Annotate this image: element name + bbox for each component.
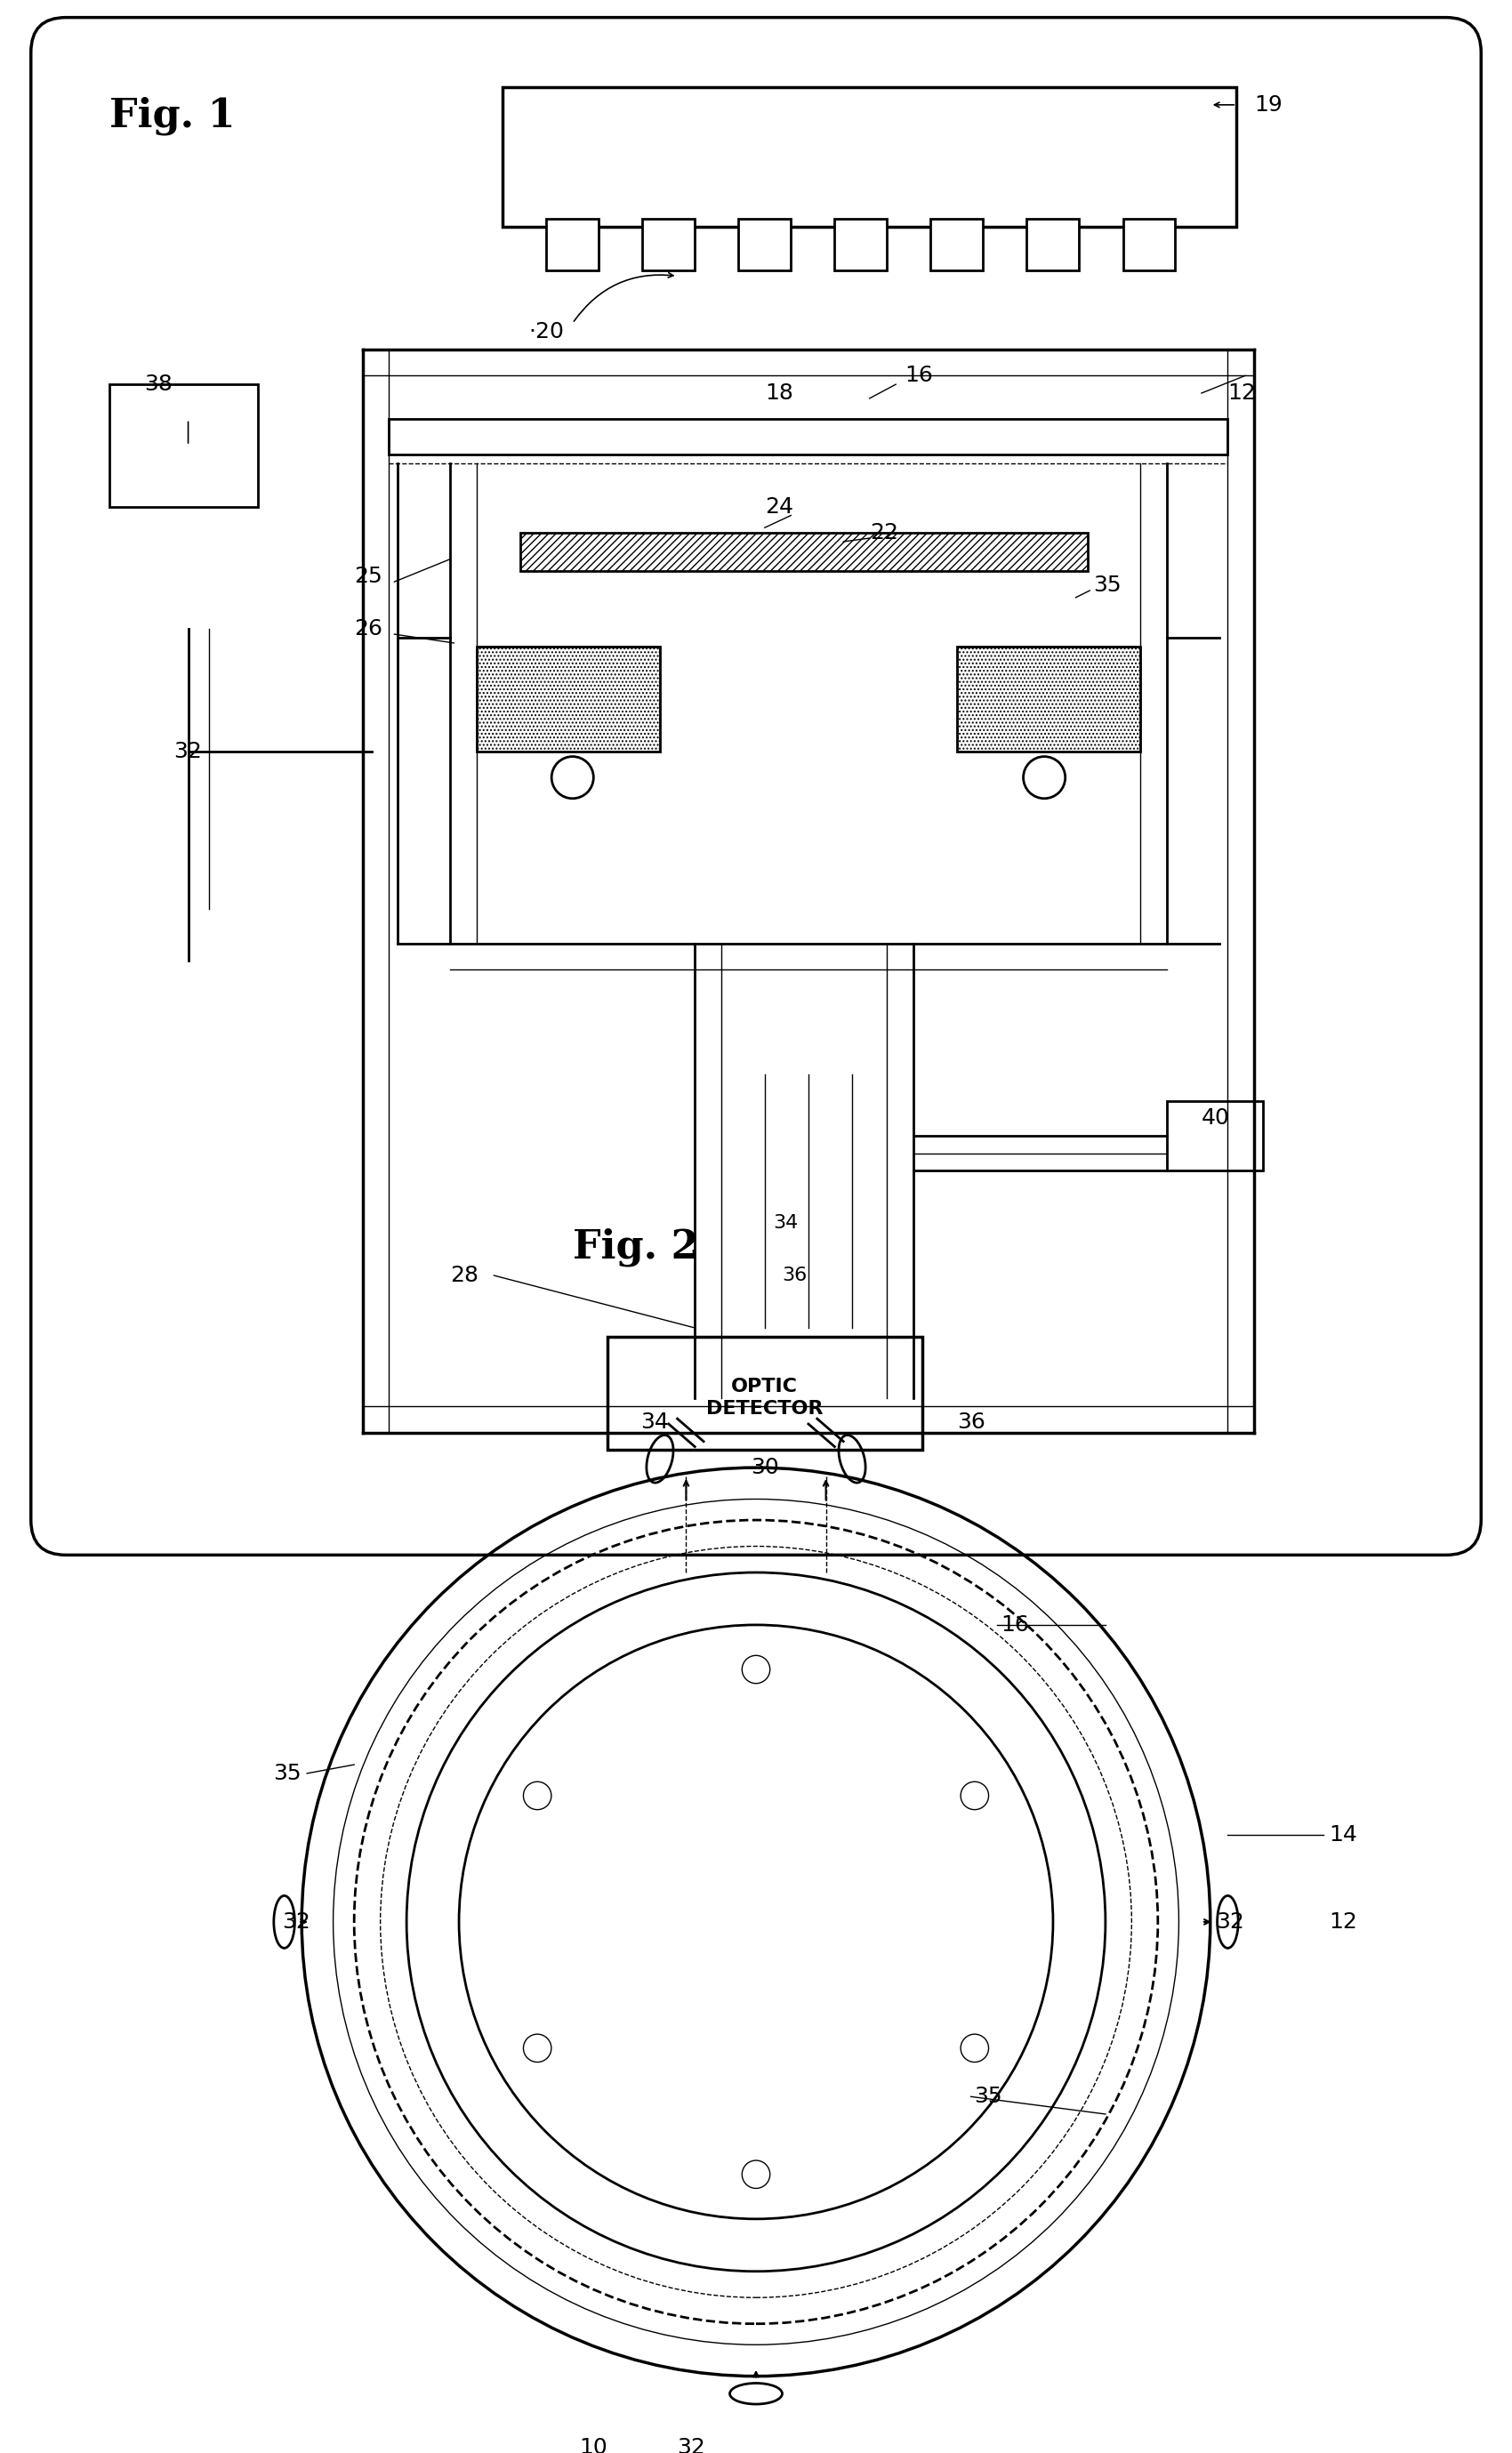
Bar (738, 218, 791, 270)
Text: 36: 36 (957, 1410, 986, 1433)
Circle shape (552, 756, 594, 800)
Bar (608, 1337, 922, 1450)
Text: 18: 18 (765, 383, 794, 405)
Text: 32: 32 (174, 741, 203, 763)
Circle shape (960, 2034, 989, 2063)
Text: OPTIC
DETECTOR: OPTIC DETECTOR (706, 1379, 823, 1418)
Bar (476, 648, 659, 751)
Bar (643, 218, 696, 270)
Bar (835, 218, 888, 270)
Bar (931, 218, 983, 270)
Circle shape (523, 2034, 552, 2063)
Text: Fig. 2: Fig. 2 (573, 1229, 699, 1266)
Bar (109, 385, 259, 508)
Text: 30: 30 (750, 1457, 779, 1479)
Text: 10: 10 (579, 2438, 608, 2453)
Circle shape (742, 2161, 770, 2188)
Text: 16: 16 (904, 365, 933, 385)
Text: 34: 34 (640, 1410, 668, 1433)
Bar (1167, 1101, 1263, 1170)
Text: ·20: ·20 (529, 321, 564, 343)
Text: 24: 24 (765, 496, 794, 518)
Text: 16: 16 (1001, 1614, 1030, 1636)
Text: Fig. 1: Fig. 1 (109, 96, 236, 135)
Text: 26: 26 (354, 618, 383, 640)
Circle shape (1024, 756, 1066, 800)
Text: 32: 32 (677, 2438, 706, 2453)
Bar (546, 218, 599, 270)
Text: 22: 22 (869, 522, 898, 545)
Circle shape (523, 1781, 552, 1810)
Bar (957, 648, 1140, 751)
Bar (502, 88, 1237, 228)
Text: 32: 32 (1216, 1911, 1244, 1933)
Bar (1123, 218, 1175, 270)
Bar (1027, 218, 1080, 270)
Bar (389, 419, 1228, 454)
Circle shape (960, 1781, 989, 1810)
Text: 32: 32 (283, 1911, 310, 1933)
Text: 19: 19 (1253, 93, 1282, 115)
Text: 36: 36 (782, 1266, 807, 1285)
Text: 35: 35 (1093, 574, 1122, 596)
Bar (520, 532, 1089, 572)
Text: 12: 12 (1329, 1911, 1358, 1933)
Text: 38: 38 (145, 373, 172, 395)
Circle shape (742, 1656, 770, 1683)
Text: 40: 40 (1202, 1106, 1229, 1128)
Text: 14: 14 (1329, 1825, 1358, 1845)
Text: 28: 28 (451, 1266, 479, 1285)
Text: 35: 35 (974, 2085, 1002, 2107)
Text: 34: 34 (774, 1214, 798, 1231)
Text: 35: 35 (274, 1764, 302, 1783)
Text: 25: 25 (354, 567, 383, 586)
Text: 12: 12 (1228, 383, 1256, 405)
